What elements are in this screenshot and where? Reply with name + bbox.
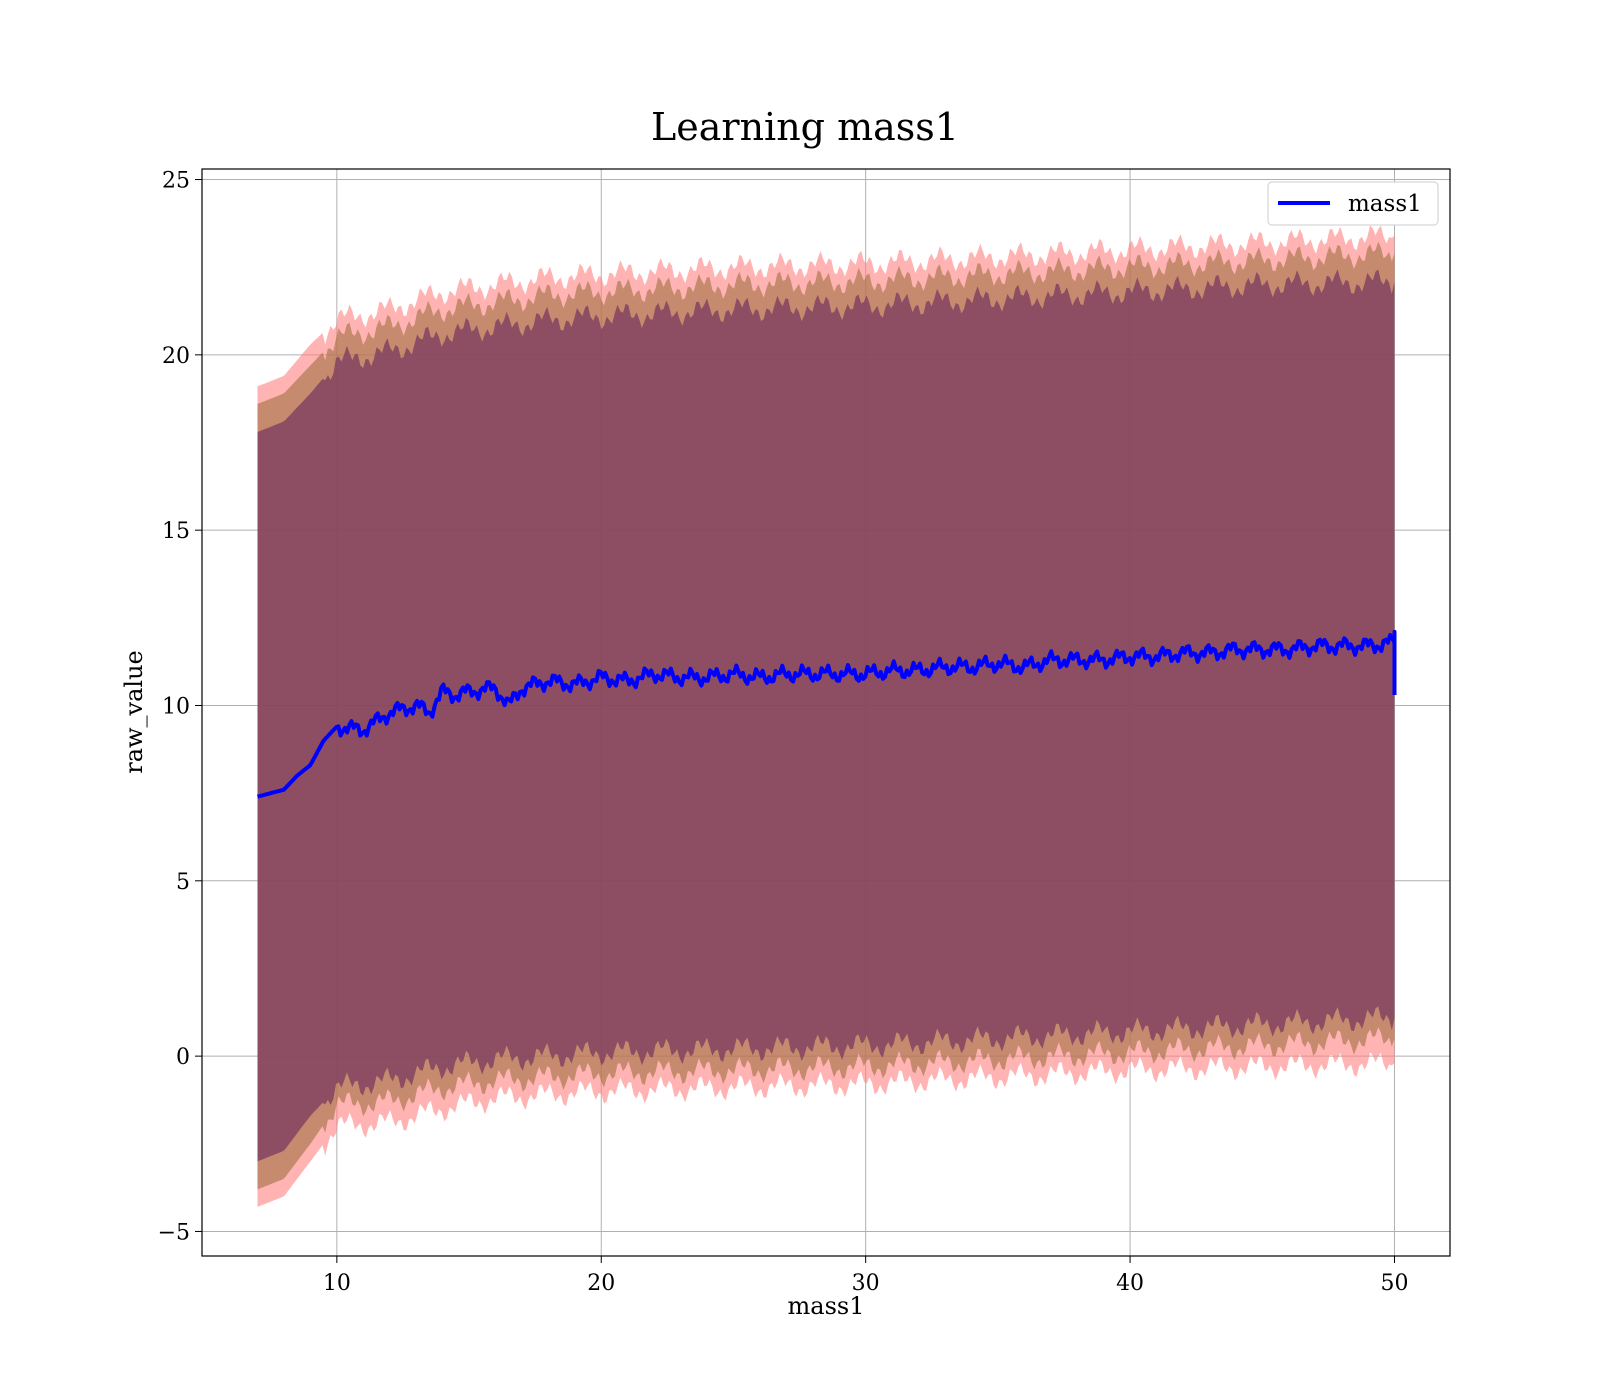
y-axis-ticks: −5 0 5 10 15 20 25 [158,169,202,1245]
legend: mass1 [1267,181,1439,226]
y-tick-label-6: 25 [162,169,190,194]
y-tick-label-5: 20 [162,344,190,369]
y-axis-label: raw_value [120,650,148,774]
x-tick-label-3: 40 [1116,1271,1144,1296]
x-tick-label-4: 50 [1380,1271,1408,1296]
y-tick-label-4: 15 [162,519,190,544]
series-lines [256,629,1397,799]
chart-title: Learning mass1 [651,105,959,149]
legend-label-mass1: mass1 [1348,191,1422,217]
y-tick-label-1: 0 [176,1045,190,1070]
band-2 [257,269,1395,1162]
x-tick-label-2: 30 [852,1271,880,1296]
plot-frame [201,168,1451,1257]
x-tick-label-0: 10 [323,1271,351,1296]
legend-box [1267,181,1439,226]
y-tick-label-0: −5 [158,1220,190,1245]
confidence-bands [257,225,1395,1207]
x-axis-ticks: 10 20 30 40 50 [323,1256,1408,1296]
x-axis-label: mass1 [788,1292,865,1320]
y-tick-label-2: 5 [176,870,190,895]
x-tick-label-1: 20 [587,1271,615,1296]
line-mass1 [256,629,1397,799]
y-tick-label-3: 10 [162,694,190,719]
